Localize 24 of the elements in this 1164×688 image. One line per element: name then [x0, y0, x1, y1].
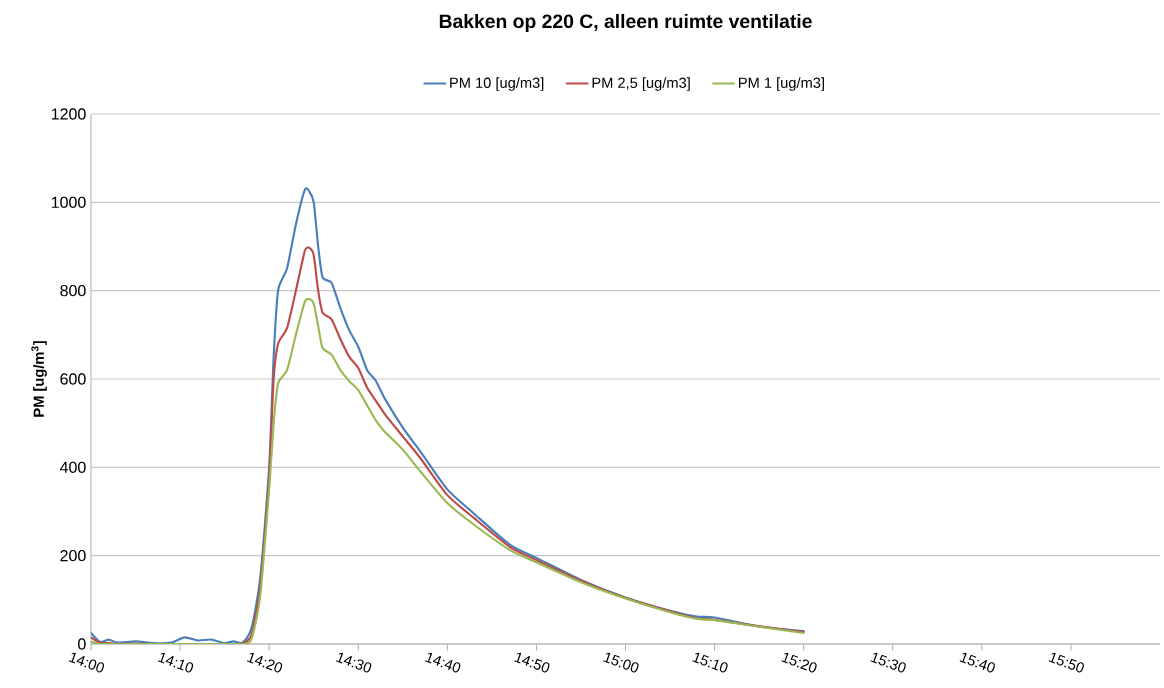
y-tick-label: 1000	[51, 196, 86, 208]
chart-title: Bakken op 220 C, alleen ruimte ventilatie	[439, 13, 812, 32]
x-tick-label: 15:00	[603, 652, 639, 673]
x-tick-label: 15:20	[781, 652, 817, 673]
y-tick-label: 200	[60, 549, 86, 562]
x-tick-label: 15:30	[870, 652, 906, 673]
x-tick-label: 15:40	[959, 652, 995, 673]
x-tick-label: 14:30	[336, 652, 372, 673]
y-tick-label: 600	[60, 373, 86, 385]
y-tick-label: 1200	[51, 108, 86, 120]
x-tick-label: 14:40	[425, 652, 461, 673]
legend-label: PM 2,5 [ug/m3]	[592, 77, 690, 91]
x-tick-label: 14:50	[514, 652, 550, 673]
x-tick-label: 14:10	[157, 652, 194, 673]
text: PM [ug/m$^{3}$]	[31, 341, 47, 417]
x-tick-label: 15:10	[692, 652, 728, 673]
y-tick-label: 800	[60, 284, 86, 297]
x-tick-label: 14:20	[246, 652, 283, 673]
x-tick-label: 14:00	[68, 652, 105, 673]
y-tick-label: 400	[59, 461, 86, 473]
x-tick-label: 15:50	[1048, 652, 1084, 673]
legend-label: PM 10 [ug/m3]	[450, 77, 544, 91]
y-tick-label: 0	[78, 638, 86, 650]
legend-label: PM 1 [ug/m3]	[739, 77, 824, 91]
